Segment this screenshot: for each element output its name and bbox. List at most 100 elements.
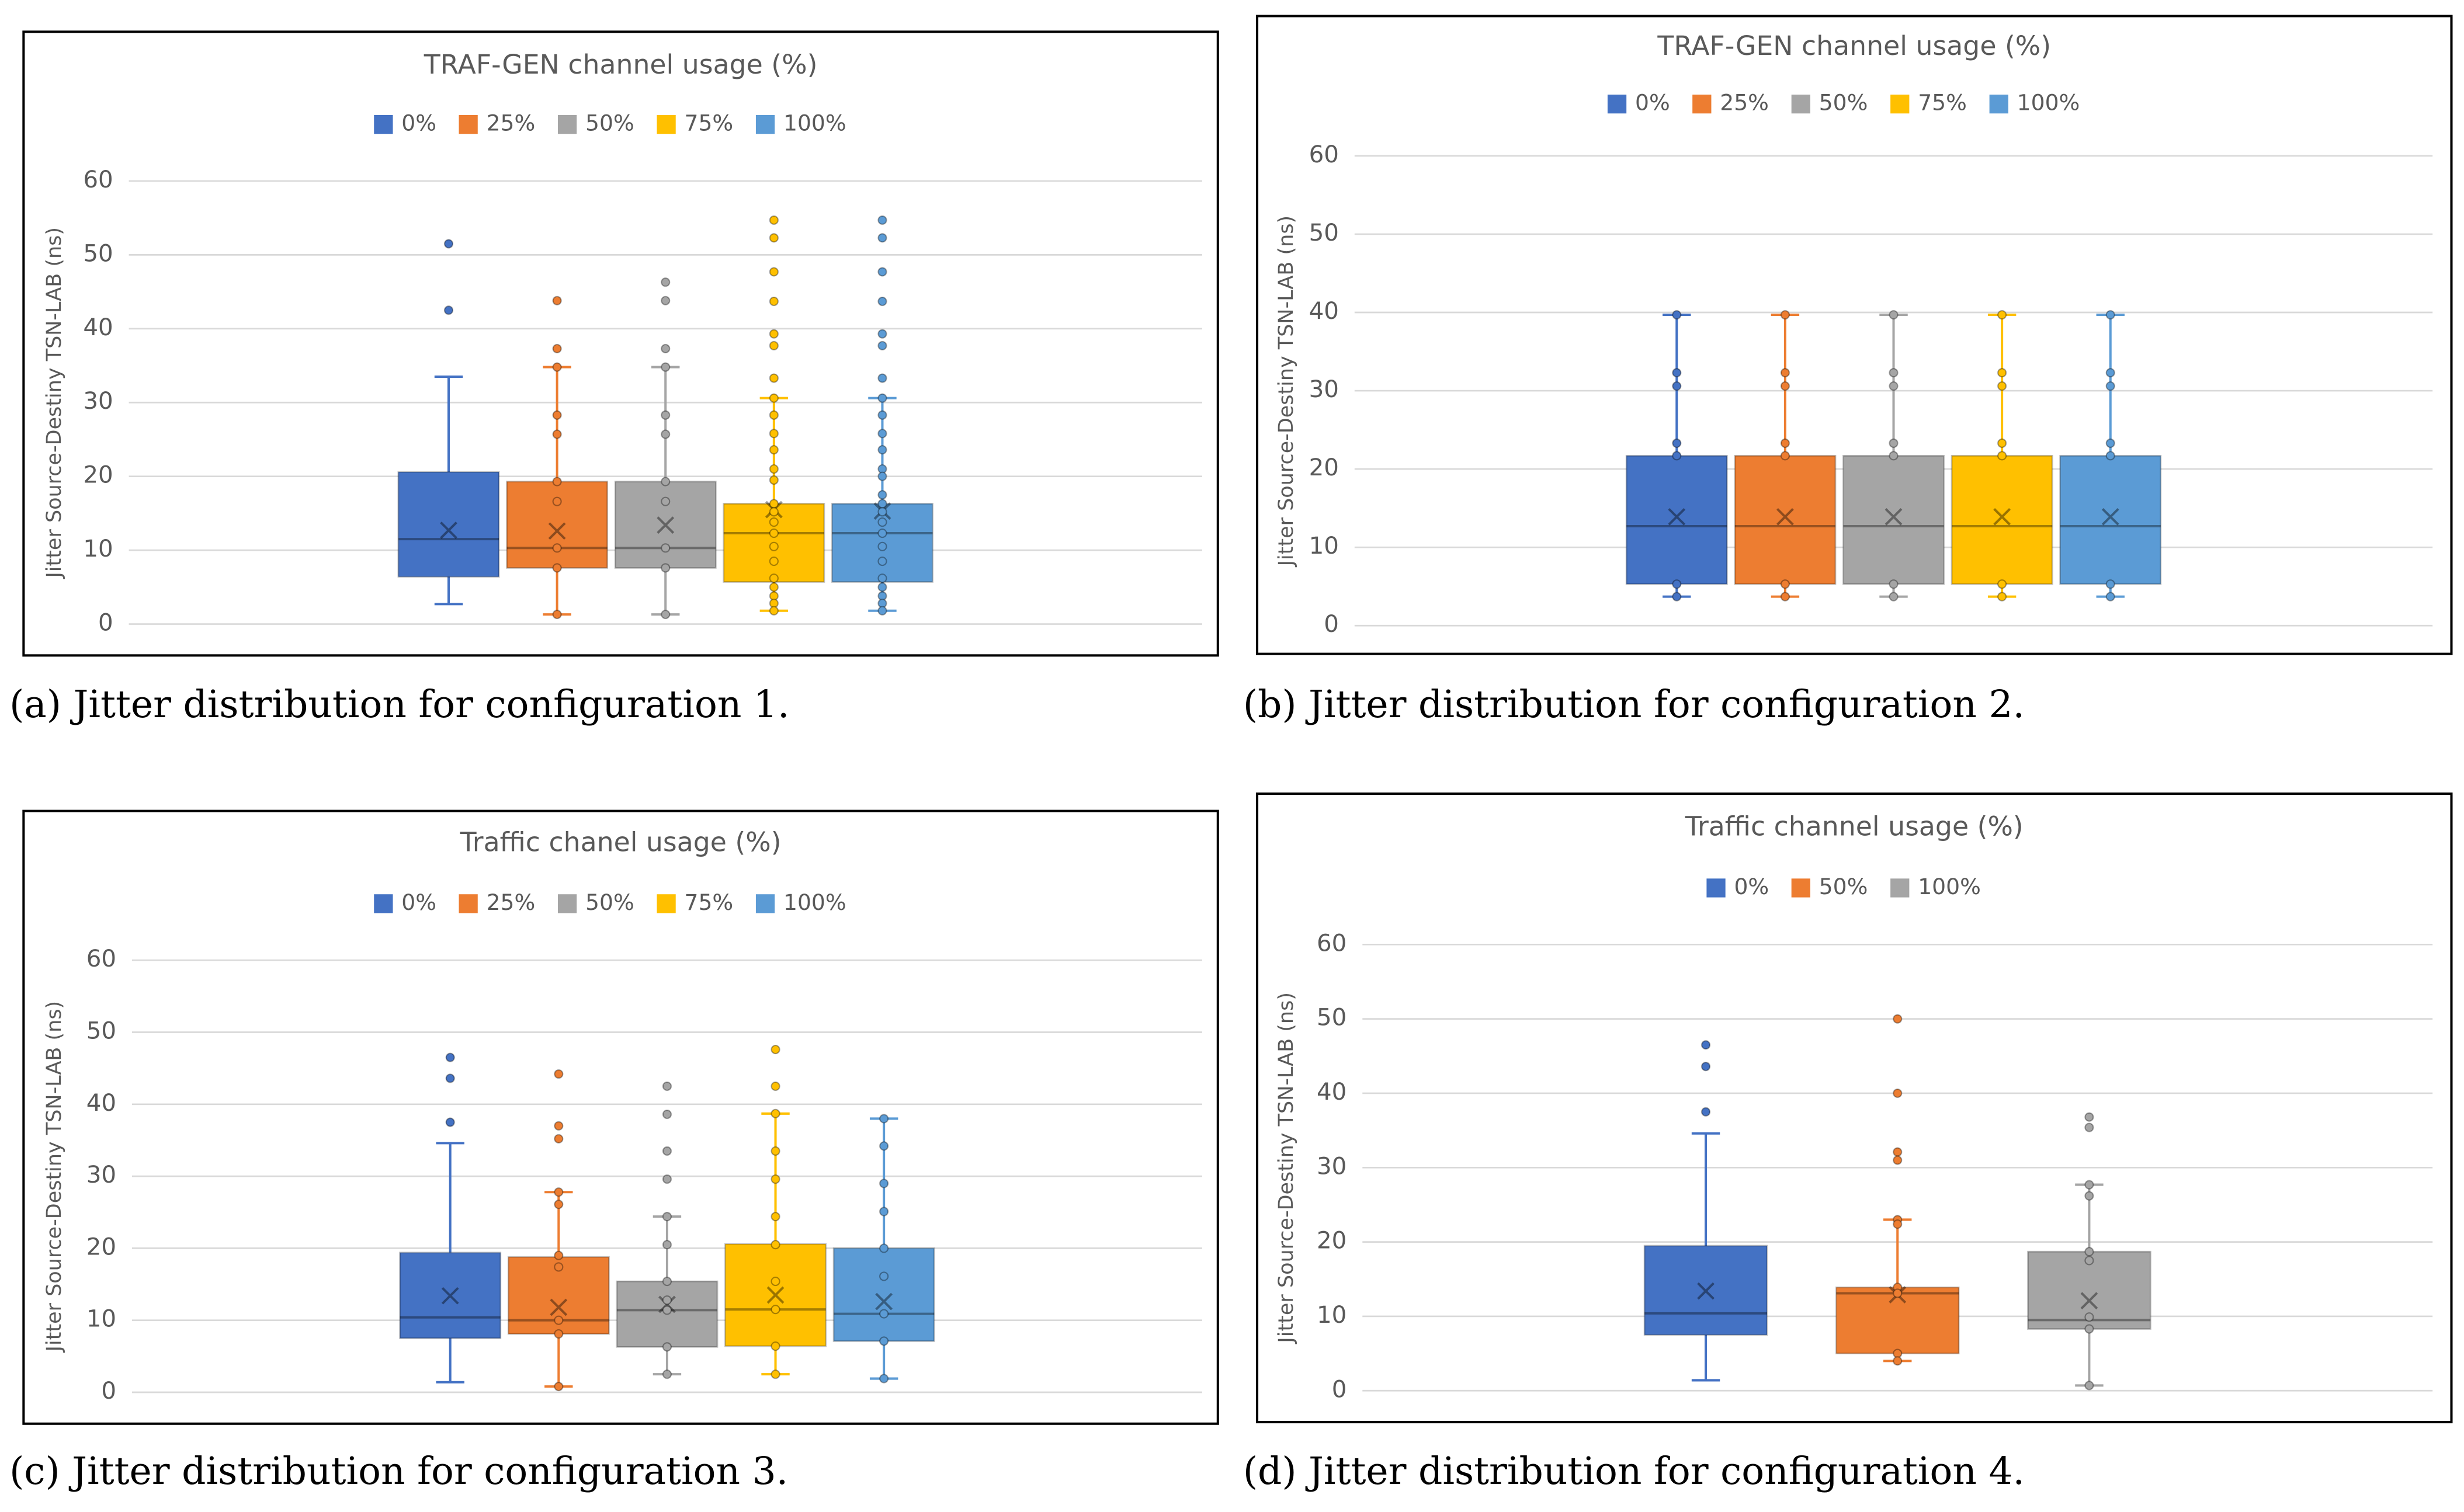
data-point: [877, 517, 887, 527]
data-point: [769, 528, 779, 538]
data-point: [771, 1081, 780, 1092]
mean-marker: [550, 1298, 568, 1316]
data-point: [661, 277, 671, 287]
data-point: [552, 410, 562, 420]
box: [614, 481, 717, 569]
data-point: [1893, 1147, 1903, 1157]
y-tick-label: 60: [1317, 929, 1346, 957]
data-point: [1672, 381, 1682, 391]
data-point: [2105, 438, 2115, 448]
mean-marker: [1776, 508, 1794, 526]
data-point: [445, 1052, 455, 1062]
legend-label: 100%: [783, 889, 846, 915]
data-point: [661, 410, 671, 420]
data-point: [1997, 381, 2007, 391]
data-point: [552, 296, 562, 305]
data-point: [877, 215, 887, 225]
data-point: [769, 464, 779, 474]
data-point: [769, 573, 779, 583]
data-point: [1889, 451, 1899, 461]
y-tick-label: 10: [86, 1305, 116, 1333]
data-point: [554, 1069, 564, 1079]
data-point: [1889, 438, 1899, 448]
data-point: [879, 1374, 889, 1384]
legend-label: 50%: [585, 110, 634, 136]
data-point: [769, 445, 779, 455]
y-tick-label: 30: [83, 387, 113, 415]
y-tick-label: 60: [86, 945, 116, 972]
mean-marker: [1668, 508, 1686, 526]
box: [2059, 454, 2162, 585]
data-point: [661, 343, 671, 354]
data-point: [771, 1174, 780, 1184]
data-point: [771, 1146, 780, 1156]
data-point: [552, 477, 562, 486]
data-point: [661, 429, 671, 439]
data-point: [2105, 310, 2115, 320]
data-point: [1997, 438, 2007, 448]
data-point: [877, 541, 887, 551]
legend-swatch: [1705, 877, 1727, 899]
data-point: [2105, 579, 2115, 589]
data-point: [769, 499, 779, 509]
data-point: [769, 507, 779, 517]
data-point: [877, 490, 887, 500]
data-point: [1893, 1155, 1903, 1165]
mean-marker: [875, 1292, 893, 1311]
data-point: [1780, 310, 1790, 320]
data-point: [661, 610, 671, 620]
box: [506, 481, 609, 569]
data-point: [1780, 451, 1790, 461]
mean-marker: [1697, 1282, 1715, 1300]
data-point: [769, 475, 779, 485]
data-point: [2084, 1324, 2094, 1334]
data-point: [662, 1305, 672, 1315]
y-tick-label: 0: [101, 1377, 116, 1405]
data-point: [769, 429, 779, 439]
data-point: [443, 239, 454, 249]
data-point: [769, 410, 779, 420]
data-point: [879, 1207, 889, 1216]
data-point: [443, 305, 454, 315]
data-point: [877, 573, 887, 583]
data-point: [1780, 579, 1790, 589]
legend-swatch: [1691, 93, 1713, 115]
data-point: [877, 507, 887, 517]
legend-label: 25%: [1720, 90, 1769, 116]
y-tick-label: 20: [1309, 454, 1339, 481]
legend-swatch: [372, 113, 395, 135]
data-point: [1889, 310, 1899, 320]
box: [397, 471, 500, 578]
legend-swatch: [457, 892, 480, 915]
y-tick-label: 30: [1317, 1152, 1346, 1180]
data-point: [661, 543, 671, 553]
legend-label: 75%: [1918, 90, 1967, 116]
legend-swatch: [754, 113, 776, 135]
mean-marker: [2080, 1292, 2098, 1310]
data-point: [1893, 1356, 1903, 1366]
data-point: [1780, 592, 1790, 602]
y-tick-label: 50: [83, 239, 113, 267]
data-point: [769, 582, 779, 592]
box: [1625, 454, 1728, 585]
data-point: [1997, 451, 2007, 461]
data-point: [2084, 1180, 2094, 1190]
data-point: [1672, 310, 1682, 320]
data-point: [879, 1336, 889, 1346]
data-point: [771, 1305, 780, 1315]
data-point: [662, 1342, 672, 1352]
legend-label: 100%: [2017, 90, 2080, 116]
data-point: [1889, 381, 1899, 391]
data-point: [877, 445, 887, 455]
legend-label: 0%: [1734, 874, 1769, 899]
mean-marker: [657, 516, 675, 534]
data-point: [1780, 368, 1790, 378]
data-point: [661, 362, 671, 372]
mean-marker: [658, 1295, 676, 1313]
data-point: [879, 1179, 889, 1188]
legend-label: 50%: [1819, 90, 1868, 116]
legend-label: 75%: [685, 110, 734, 136]
box: [1734, 454, 1837, 585]
data-point: [1672, 438, 1682, 448]
